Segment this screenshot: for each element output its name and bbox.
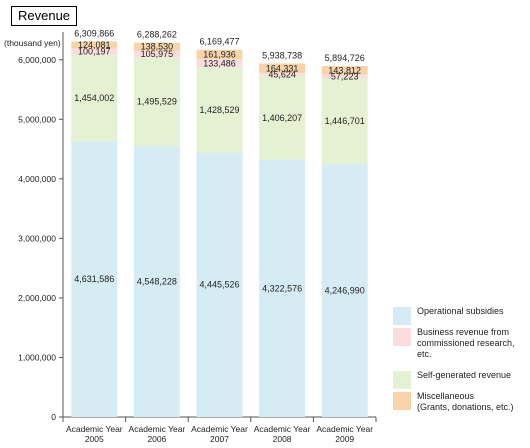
bar-segment <box>133 57 180 147</box>
data-label: 45,624 <box>268 70 296 80</box>
data-label: 164,331 <box>266 63 299 73</box>
bar-segment <box>259 159 306 417</box>
y-tick-label: 6,000,000 <box>18 55 56 65</box>
bar-segment <box>321 66 368 75</box>
legend-swatch <box>393 307 411 325</box>
legend-label: Operational subsidies <box>417 306 504 316</box>
data-label: 4,631,586 <box>74 274 114 284</box>
data-label: 133,486 <box>203 58 236 68</box>
legend-swatch <box>393 371 411 389</box>
y-tick-label: 4,000,000 <box>18 174 56 184</box>
total-label: 6,288,262 <box>137 30 177 40</box>
legend-swatch <box>393 328 411 346</box>
data-label: 4,322,576 <box>262 283 302 293</box>
legend-item: Operational subsidies <box>393 306 530 325</box>
y-tick-label: 3,000,000 <box>18 233 56 243</box>
bar-segment <box>321 164 368 417</box>
legend-label: Miscellaneous (Grants, donations, etc.) <box>417 391 514 412</box>
legend-label: Business revenue from commissioned resea… <box>417 327 515 359</box>
bar-segment <box>321 74 368 79</box>
total-label: 5,894,726 <box>325 53 365 63</box>
y-tick-label: 5,000,000 <box>18 114 56 124</box>
x-tick-label: 2005 <box>85 434 104 444</box>
data-label: 100,197 <box>78 47 111 57</box>
data-label: 57,223 <box>331 71 359 81</box>
legend-item: Business revenue from commissioned resea… <box>393 327 530 360</box>
data-label: 124,081 <box>78 40 111 50</box>
x-tick-label: Academic Year <box>316 424 373 434</box>
x-tick-label: Academic Year <box>129 424 186 434</box>
bar-segment <box>259 73 306 76</box>
legend-swatch <box>393 392 411 410</box>
bar-segment <box>259 75 306 160</box>
bar-segment <box>196 49 243 60</box>
bar-segment <box>71 41 118 49</box>
x-tick-label: Academic Year <box>66 424 123 434</box>
data-label: 4,246,990 <box>325 286 365 296</box>
bar-segment <box>71 54 118 142</box>
x-tick-label: Academic Year <box>191 424 248 434</box>
data-label: 143,812 <box>328 65 361 75</box>
x-tick-label: Academic Year <box>254 424 311 434</box>
x-tick-label: 2008 <box>273 434 292 444</box>
y-tick-label: 1,000,000 <box>18 352 56 362</box>
legend: Operational subsidies Business revenue fr… <box>393 306 530 423</box>
total-label: 6,169,477 <box>199 37 239 47</box>
data-label: 1,446,701 <box>325 116 365 126</box>
legend-label: Self-generated revenue <box>417 370 512 380</box>
bar-segment <box>71 141 118 417</box>
bar-segment <box>133 146 180 417</box>
x-tick-label: 2007 <box>210 434 229 444</box>
bar-segment <box>71 48 118 55</box>
bar-segment <box>196 59 243 68</box>
total-label: 5,938,738 <box>262 50 302 60</box>
data-label: 1,454,002 <box>74 93 114 103</box>
bar-segment <box>196 67 243 153</box>
data-label: 4,445,526 <box>199 280 239 290</box>
data-label: 105,975 <box>141 49 174 59</box>
bar-segment <box>321 78 368 165</box>
bar-segment <box>133 50 180 58</box>
bar-segment <box>196 152 243 417</box>
y-tick-label: 2,000,000 <box>18 293 56 303</box>
x-tick-label: 2006 <box>147 434 166 444</box>
legend-item: Self-generated revenue <box>393 370 530 389</box>
data-label: 1,495,529 <box>137 97 177 107</box>
legend-item: Miscellaneous (Grants, donations, etc.) <box>393 391 530 413</box>
data-label: 161,936 <box>203 49 236 59</box>
total-label: 6,309,866 <box>74 28 114 38</box>
data-label: 1,406,207 <box>262 113 302 123</box>
data-label: 138,530 <box>141 42 174 52</box>
data-label: 4,548,228 <box>137 277 177 287</box>
chart-title: Revenue <box>11 6 78 26</box>
data-label: 1,428,529 <box>199 105 239 115</box>
bar-segment <box>259 63 306 74</box>
bar-segment <box>133 42 180 51</box>
x-tick-label: 2009 <box>335 434 354 444</box>
y-tick-label: 0 <box>51 412 56 422</box>
y-axis-label: (thousand yen) <box>4 38 61 48</box>
